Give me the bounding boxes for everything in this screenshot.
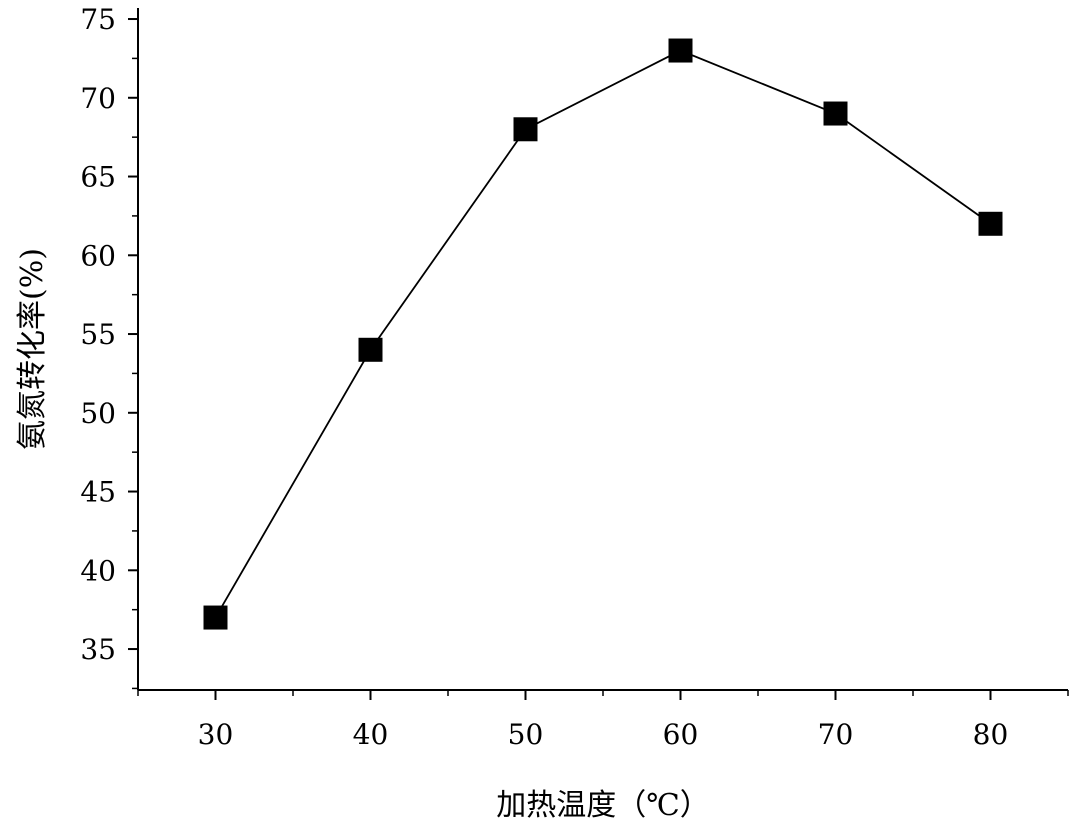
axes [137,8,1068,691]
y-tick-label: 40 [80,554,116,587]
y-tick-label: 50 [80,397,116,430]
series-line-path [214,49,992,618]
data-point-marker [203,605,228,630]
y-tick-label: 65 [80,161,116,194]
data-point-marker [823,101,848,126]
x-axis-title: 加热温度（℃） [496,788,710,823]
x-tick-label: 70 [818,718,854,751]
ticks: 35 40 45 50 55 60 65 70 75 30 40 50 60 70 80 [80,3,1069,751]
y-tick-label: 55 [80,318,116,351]
y-tick-label: 45 [80,476,116,509]
y-tick-label: 60 [80,239,116,272]
x-tick-label: 30 [198,718,234,751]
series-line [214,49,992,618]
y-tick-label: 75 [80,3,116,36]
y-tick-label: 70 [80,82,116,115]
y-tick-label: 35 [80,633,116,666]
x-tick-label: 40 [353,718,389,751]
data-point-marker [668,38,693,63]
data-point-marker [978,211,1003,236]
data-points [203,38,1003,630]
x-tick-label: 60 [663,718,699,751]
x-tick-label: 50 [508,718,544,751]
data-point-marker [513,117,538,142]
y-axis-title: 氨氮转化率(%) [15,248,50,450]
data-point-marker [358,337,383,362]
x-tick-label: 80 [973,718,1009,751]
